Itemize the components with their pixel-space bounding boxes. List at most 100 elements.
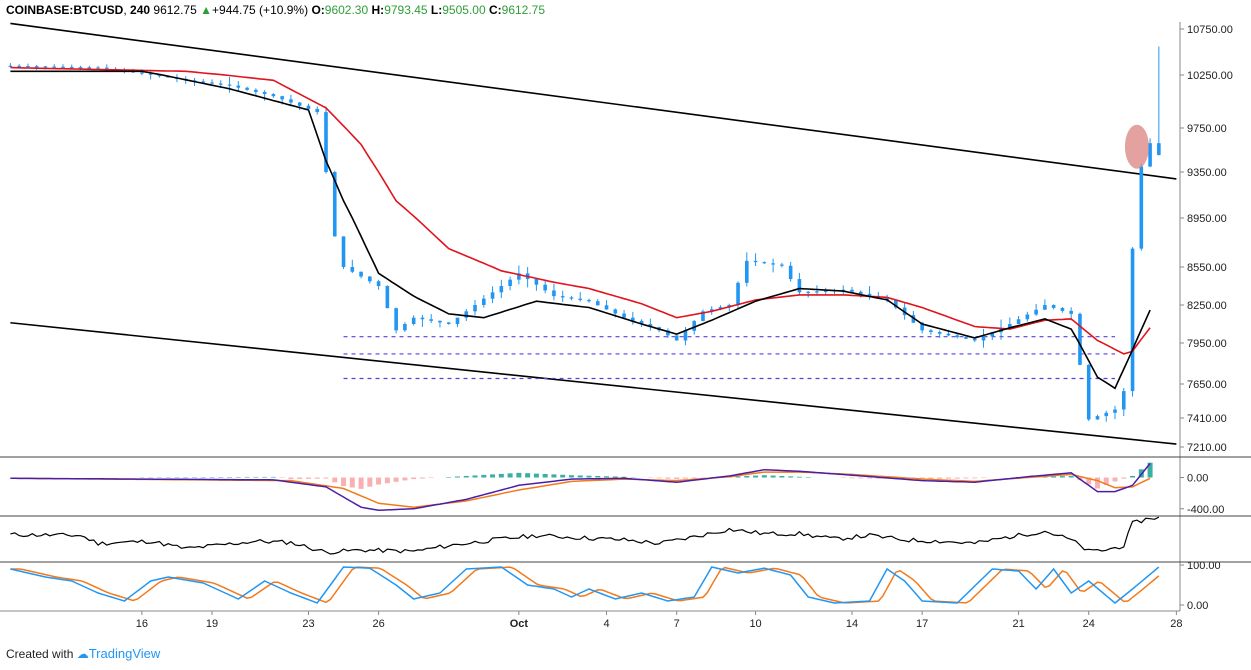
candle-body[interactable]: [762, 262, 767, 264]
candle-body[interactable]: [481, 298, 486, 305]
candle-body[interactable]: [674, 335, 679, 341]
candle-body[interactable]: [280, 96, 284, 100]
candle-body[interactable]: [885, 297, 889, 300]
candle-body[interactable]: [69, 66, 74, 69]
candle-body[interactable]: [753, 260, 758, 263]
candle-body[interactable]: [867, 293, 872, 296]
candle-body[interactable]: [1025, 314, 1030, 320]
candle-body[interactable]: [578, 298, 583, 300]
tradingview-brand[interactable]: TradingView: [88, 646, 161, 661]
candle-body[interactable]: [1139, 166, 1144, 249]
candle-body[interactable]: [780, 264, 784, 266]
candle-body[interactable]: [289, 99, 293, 103]
candle-body[interactable]: [1148, 143, 1152, 167]
candle-body[interactable]: [955, 335, 960, 338]
candle-body[interactable]: [271, 94, 276, 97]
candle-body[interactable]: [1078, 313, 1082, 365]
candle-body[interactable]: [368, 276, 372, 282]
candle-body[interactable]: [96, 67, 100, 69]
candle-body[interactable]: [297, 102, 302, 106]
candle-body[interactable]: [1051, 305, 1056, 308]
candle-body[interactable]: [43, 66, 48, 68]
candle-body[interactable]: [429, 319, 433, 321]
candle-body[interactable]: [236, 85, 241, 88]
candle-body[interactable]: [1016, 319, 1021, 324]
candle-body[interactable]: [359, 271, 363, 277]
oscillator-line[interactable]: [10, 516, 1160, 555]
candle-body[interactable]: [455, 317, 460, 324]
candle-body[interactable]: [543, 284, 547, 291]
candle-body[interactable]: [806, 291, 810, 294]
candle-body[interactable]: [446, 322, 451, 324]
candle-body[interactable]: [17, 65, 21, 67]
candle-body[interactable]: [560, 296, 565, 298]
candle-body[interactable]: [1008, 324, 1012, 329]
channel-line-upper[interactable]: [10, 22, 1177, 180]
candle-body[interactable]: [631, 317, 635, 321]
candle-body[interactable]: [332, 172, 337, 237]
candle-body[interactable]: [315, 108, 320, 113]
candle-body[interactable]: [683, 330, 688, 341]
candle-body[interactable]: [972, 338, 977, 341]
candle-body[interactable]: [508, 279, 512, 286]
symbol-label[interactable]: COINBASE:BTCUSD: [6, 3, 124, 17]
candle-body[interactable]: [745, 260, 749, 283]
candle-body[interactable]: [946, 333, 951, 336]
candle-body[interactable]: [1113, 409, 1117, 413]
candle-body[interactable]: [823, 290, 828, 293]
candle-body[interactable]: [815, 291, 819, 293]
candle-body[interactable]: [1130, 248, 1135, 392]
candle-body[interactable]: [227, 84, 232, 86]
candle-body[interactable]: [490, 292, 495, 299]
candle-body[interactable]: [26, 65, 30, 68]
candle-body[interactable]: [306, 105, 311, 109]
candle-body[interactable]: [517, 273, 521, 280]
breakout-highlight-marker[interactable]: [1124, 124, 1149, 169]
candle-body[interactable]: [464, 311, 469, 318]
candle-body[interactable]: [34, 66, 39, 68]
interval-label[interactable]: 240: [130, 3, 151, 17]
macd-line[interactable]: [10, 463, 1151, 512]
candle-body[interactable]: [324, 112, 328, 172]
candle-body[interactable]: [666, 330, 670, 336]
candle-body[interactable]: [788, 265, 793, 280]
candle-body[interactable]: [981, 336, 986, 341]
candle-body[interactable]: [438, 320, 442, 323]
candle-body[interactable]: [403, 324, 407, 331]
candle-body[interactable]: [1121, 391, 1126, 410]
stoch-k-line[interactable]: [10, 566, 1160, 604]
candle-body[interactable]: [771, 263, 775, 265]
candle-body[interactable]: [262, 91, 267, 95]
candle-body[interactable]: [201, 81, 206, 83]
candle-body[interactable]: [718, 307, 723, 310]
candle-body[interactable]: [105, 67, 109, 69]
ema-slow-line[interactable]: [10, 66, 1151, 355]
candle-body[interactable]: [894, 299, 898, 308]
candle-body[interactable]: [210, 82, 214, 84]
candle-body[interactable]: [8, 65, 13, 67]
candle-body[interactable]: [858, 291, 863, 294]
candle-body[interactable]: [736, 282, 740, 305]
candle-body[interactable]: [692, 321, 697, 331]
candle-body[interactable]: [420, 317, 425, 320]
candle-body[interactable]: [1034, 309, 1038, 315]
candle-body[interactable]: [1157, 143, 1161, 155]
channel-line-lower[interactable]: [10, 321, 1177, 445]
candle-body[interactable]: [254, 89, 258, 92]
candle-body[interactable]: [52, 66, 57, 68]
candle-body[interactable]: [78, 67, 83, 69]
candle-body[interactable]: [937, 332, 942, 334]
candle-body[interactable]: [990, 332, 995, 337]
candle-body[interactable]: [473, 305, 477, 312]
candle-body[interactable]: [394, 308, 398, 331]
candle-body[interactable]: [1086, 364, 1091, 420]
stoch-d-line[interactable]: [10, 566, 1160, 604]
candle-body[interactable]: [1060, 307, 1065, 311]
candle-body[interactable]: [499, 286, 504, 293]
candle-body[interactable]: [534, 279, 539, 285]
candle-body[interactable]: [595, 301, 600, 306]
candle-body[interactable]: [1069, 310, 1073, 314]
candle-body[interactable]: [604, 305, 609, 310]
candle-body[interactable]: [350, 267, 355, 272]
